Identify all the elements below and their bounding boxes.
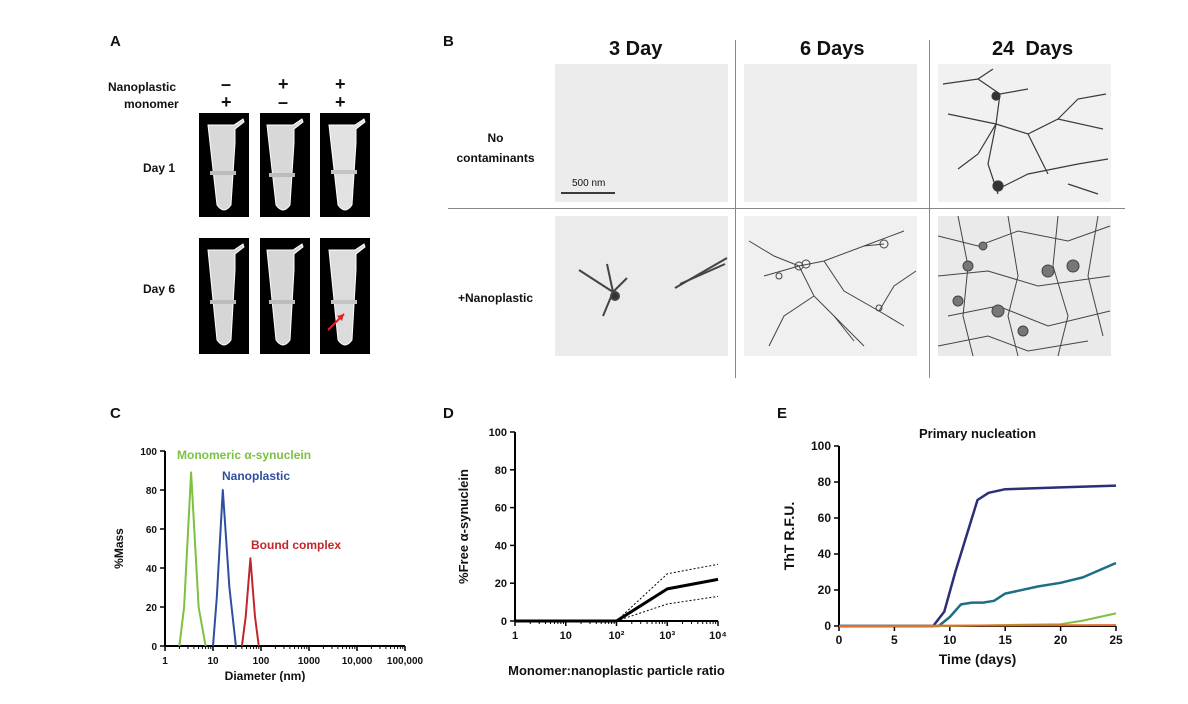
series-line-2 <box>616 563 719 622</box>
row-label-nanoplastic: +Nanoplastic <box>458 291 534 305</box>
label-nanoplastic: Nanoplastic <box>222 469 291 483</box>
tube-photo-d6-2 <box>260 238 310 354</box>
series-line-3 <box>240 557 260 647</box>
monomer-label: monomer <box>124 97 179 111</box>
chart-c: 0 20 40 60 80 100 1 10 100 1000 10,000 100,000 Diame… <box>105 438 435 683</box>
y-tick-label: 0 <box>501 616 507 628</box>
series-line-2 <box>212 489 237 647</box>
tem-image-24day-nanoplastic <box>938 216 1111 356</box>
series-line-1 <box>839 484 1117 628</box>
y-tick-label: 60 <box>146 525 158 536</box>
y-tick-label: 100 <box>140 447 157 458</box>
y-axis-label: %Mass <box>112 528 126 569</box>
y-tick-label: 80 <box>495 465 507 477</box>
col-label-24days: 24 Days <box>992 38 1074 60</box>
series-line-1 <box>178 471 207 647</box>
series-line-4 <box>838 624 1117 627</box>
y-tick-label: 0 <box>151 642 157 653</box>
x-tick-label: 10⁴ <box>709 630 727 642</box>
y-tick-label: 0 <box>824 619 831 633</box>
y-tick-label: 100 <box>489 427 507 439</box>
grid-line-h <box>448 208 1125 209</box>
tube-photo-d6-3 <box>320 238 370 354</box>
series-line-2 <box>839 561 1117 628</box>
x-tick-label: 0 <box>836 633 843 647</box>
y-tick-label: 40 <box>146 564 158 575</box>
grid-line-v2 <box>929 40 930 378</box>
y-tick-label: 80 <box>146 486 158 497</box>
day1-label: Day 1 <box>143 161 176 175</box>
tem-image-6day-nanoplastic <box>744 216 917 356</box>
y-tick-label: 20 <box>495 578 507 590</box>
row-label-no-contaminants: No contaminants <box>448 128 543 168</box>
x-tick-label: 10² <box>609 630 625 642</box>
y-tick-label: 100 <box>811 439 831 453</box>
panel-c-letter: C <box>110 405 121 422</box>
series-line-3 <box>839 612 1117 627</box>
x-tick-label: 10,000 <box>342 656 373 667</box>
label-bound-complex: Bound complex <box>251 538 342 552</box>
panel-d-letter: D <box>443 405 454 422</box>
panel-e-letter: E <box>777 405 788 422</box>
x-tick-label: 100 <box>253 656 270 667</box>
sign-r1c1: – <box>221 74 232 94</box>
tube-photo-d1-2 <box>260 113 310 217</box>
row-label-line1: No <box>487 131 504 145</box>
tem-image-3day-nanoplastic <box>555 216 728 356</box>
x-tick-label: 10 <box>943 633 957 647</box>
y-tick-label: 20 <box>146 603 158 614</box>
x-axis-label: Diameter (nm) <box>225 669 306 682</box>
y-axis-label: ThT R.F.U. <box>781 502 797 570</box>
label-monomeric: Monomeric α-synuclein <box>177 448 312 462</box>
chart-d: 0 20 40 60 80 100 1 10 10² 10³ 10⁴ Monomer:nanoplas… <box>440 420 770 682</box>
x-axis-label: Time (days) <box>939 651 1017 667</box>
scale-bar-label: 500 nm <box>572 178 606 189</box>
x-tick-label: 5 <box>891 633 898 647</box>
x-tick-label: 10 <box>207 656 219 667</box>
tube-photo-d6-1 <box>199 238 249 354</box>
tem-image-3day-control <box>555 64 728 202</box>
x-tick-label: 10 <box>560 630 572 642</box>
col-label-3day: 3 Day <box>609 38 663 60</box>
y-axis-label: %Free α-synuclein <box>456 469 471 584</box>
y-tick-label: 60 <box>818 511 832 525</box>
y-tick-label: 40 <box>818 547 832 561</box>
panel-a-letter: A <box>110 33 121 50</box>
y-tick-label: 20 <box>818 583 832 597</box>
chart-title: Primary nucleation <box>919 426 1036 441</box>
x-tick-label: 1000 <box>298 656 321 667</box>
series-line-3 <box>616 595 719 622</box>
x-tick-label: 100,000 <box>387 656 424 667</box>
sign-r2c1: + <box>221 92 232 112</box>
x-axis-label: Monomer:nanoplastic particle ratio <box>508 663 725 678</box>
x-tick-label: 15 <box>999 633 1013 647</box>
y-tick-label: 40 <box>495 540 507 552</box>
x-tick-label: 1 <box>512 630 518 642</box>
series-line-1 <box>515 577 719 623</box>
grid-line-v1 <box>735 40 736 378</box>
tube-photo-d1-3 <box>320 113 370 217</box>
x-tick-label: 20 <box>1054 633 1068 647</box>
sign-r1c2: + <box>278 74 289 94</box>
y-tick-label: 60 <box>495 503 507 515</box>
x-tick-label: 25 <box>1109 633 1123 647</box>
col-label-6days: 6 Days <box>800 38 865 60</box>
x-tick-label: 10³ <box>659 630 675 642</box>
sign-r2c3: + <box>335 92 346 112</box>
x-tick-label: 1 <box>162 656 168 667</box>
row-label-line2: contaminants <box>456 151 535 165</box>
tem-image-6day-control <box>744 64 917 202</box>
y-tick-label: 80 <box>818 475 832 489</box>
sign-r1c3: + <box>335 74 346 94</box>
day6-label: Day 6 <box>143 282 176 296</box>
chart-e: 0 20 40 60 80 100 0 5 10 15 20 25 Time (days) ThT R.F… <box>774 420 1124 682</box>
nanoplastic-label: Nanoplastic <box>108 80 177 94</box>
tem-image-24day-control <box>938 64 1111 202</box>
sign-r2c2: – <box>278 92 289 112</box>
tube-photo-d1-1 <box>199 113 249 217</box>
panel-b-letter: B <box>443 33 454 50</box>
